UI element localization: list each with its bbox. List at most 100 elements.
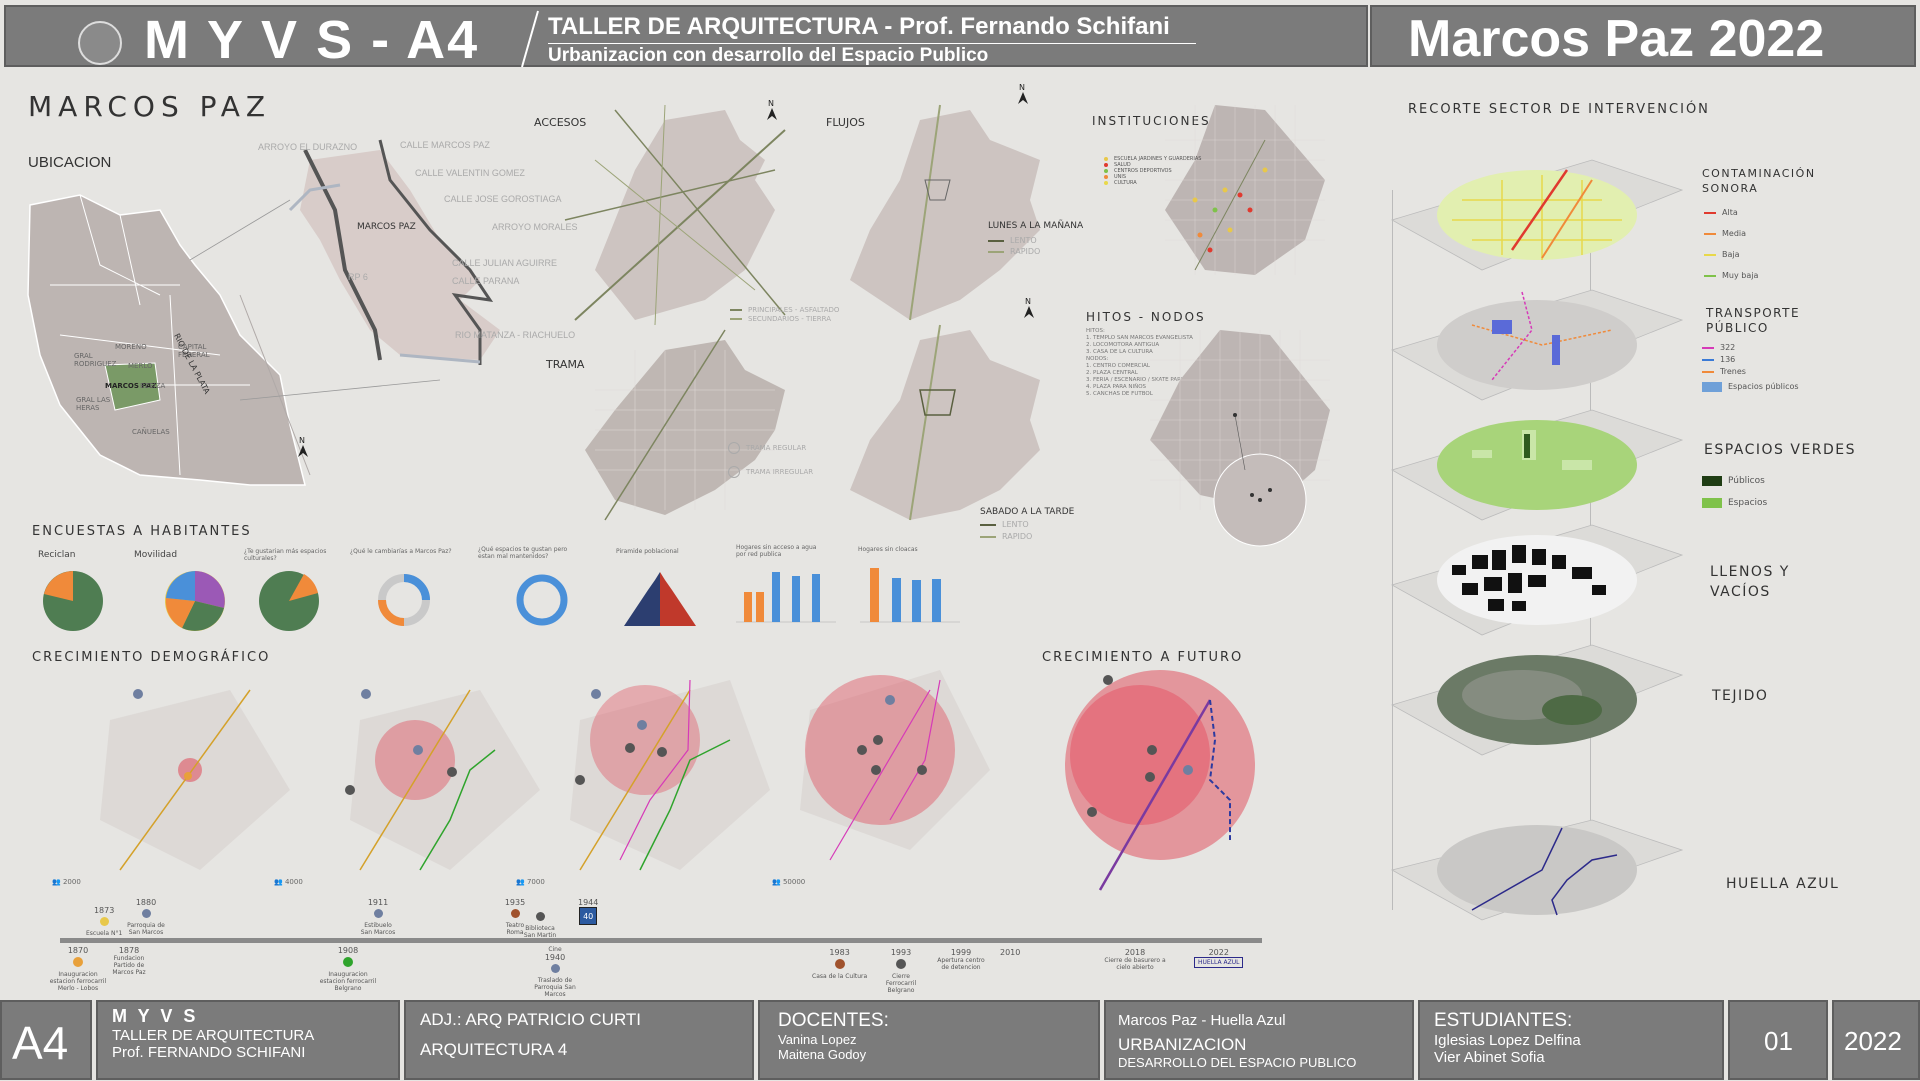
- legend-cont-label: Alta: [1722, 208, 1738, 217]
- tl-bottom-1908: 1908 Inauguracion estacion ferrocarril Be…: [318, 946, 378, 992]
- legend-trans-label: Espacios públicos: [1728, 382, 1799, 391]
- piramide-chart: [624, 572, 696, 626]
- tl-year: 1911: [367, 898, 389, 907]
- legend-lento-sabado-label: LENTO: [1002, 520, 1029, 529]
- hitos-legend-line: NODOS:: [1086, 356, 1109, 362]
- tl-label: Biblioteca San Martin: [523, 925, 557, 939]
- zoom-label-calle-mp: CALLE MARCOS PAZ: [400, 140, 490, 150]
- footer-proj3: DESARROLLO DEL ESPACIO PUBLICO: [1118, 1055, 1357, 1070]
- pop-3-value: 7000: [526, 878, 545, 886]
- legend-trama-irregular: TRAMA IRREGULAR: [728, 464, 813, 480]
- layer-huella: [1390, 819, 1684, 921]
- legend-rapido-sabado-label: RAPIDO: [1002, 532, 1033, 541]
- legend-verdes: Públicos Espacios: [1702, 470, 1767, 514]
- inst-legend-label: CULTURA: [1114, 180, 1137, 186]
- header-title: M Y V S - A4: [144, 10, 480, 70]
- inst-legend-item: UNIS: [1104, 174, 1201, 180]
- zoom-label-parana: CALLE PARANA: [452, 276, 520, 286]
- map-label-heras: GRAL LAS HERAS: [76, 396, 111, 412]
- zoom-connector: [189, 199, 441, 401]
- legend-cont-label: Baja: [1722, 250, 1740, 259]
- tl-cine: Cine: [548, 946, 562, 953]
- tl-top-biblioteca: Biblioteca San Martin: [520, 910, 560, 939]
- instituciones-title: INSTITUCIONES: [1092, 114, 1211, 128]
- layer-tejido: [1390, 644, 1684, 756]
- north-arrow-flujos-icon: N: [1018, 83, 1028, 104]
- tl-label: Inauguracion estacion ferrocarril Merlo …: [49, 971, 107, 992]
- footer-adj-box: ADJ.: ARQ PATRICIO CURTI ARQUITECTURA 4: [404, 1000, 754, 1080]
- inst-legend-label: UNIS: [1114, 174, 1127, 180]
- tl-bottom-1878: 1878 Fundacion Partido de Marcos Paz: [104, 946, 154, 976]
- footer-docentes-box: DOCENTES: Vanina Lopez Maitena Godoy: [758, 1000, 1100, 1080]
- legend-cont-item: Muy baja: [1704, 265, 1758, 286]
- school-icon: [99, 917, 109, 926]
- agua-bar-chart: [736, 572, 836, 623]
- timeline-axis: [60, 938, 1262, 943]
- header-project: Marcos Paz 2022: [1408, 10, 1825, 68]
- inst-legend-label: CENTROS DEPORTIVOS: [1114, 168, 1172, 174]
- tl-top-1873: 1873 Escuela N°1: [86, 906, 122, 937]
- footer-taller-box: M Y V S TALLER DE ARQUITECTURA Prof. FER…: [96, 1000, 400, 1080]
- tl-bottom-1983: 1983 Casa de la Cultura: [812, 948, 867, 980]
- footer-sheet-box: 01: [1728, 1000, 1828, 1080]
- legend-secundarios: SECUNDARIOS - TIERRA: [730, 315, 831, 323]
- tl-year: 1940: [544, 953, 566, 962]
- header-divider: [521, 10, 539, 68]
- map-label-marcos-paz: MARCOS PAZ: [105, 382, 157, 390]
- header-subtitle: Urbanizacion con desarrollo del Espacio …: [548, 45, 989, 66]
- tl-year: 1944: [578, 898, 599, 907]
- people-icon: 👥: [274, 878, 285, 886]
- tl-label: Fundacion Partido de Marcos Paz: [112, 955, 146, 976]
- train-icon: [73, 957, 83, 967]
- tl-year: 1983: [829, 948, 850, 957]
- hitos-legend-line: 4. PLAZA PARA NIÑOS: [1086, 384, 1147, 390]
- accesos-title: ACCESOS: [534, 116, 587, 129]
- label-tejido: TEJIDO: [1712, 688, 1769, 704]
- hitos-legend-line: 1. CENTRO COMERCIAL: [1086, 363, 1150, 369]
- footer: A4 M Y V S TALLER DE ARQUITECTURA Prof. …: [0, 998, 1920, 1081]
- legend-principales: PRINCIPALES - ASFALTADO: [730, 306, 839, 314]
- svg-text:N: N: [1019, 83, 1025, 92]
- label-transporte: TRANSPORTE PÚBLICO: [1706, 306, 1801, 335]
- growth-map-1: [100, 689, 290, 871]
- tl-year: 1878: [118, 946, 140, 955]
- zoom-label-marcos-paz: MARCOS PAZ: [357, 222, 416, 232]
- tl-label: Estibuelo San Marcos: [360, 922, 396, 936]
- layer-contaminacion: [1390, 159, 1684, 271]
- theater-icon: [510, 909, 520, 918]
- zoom-label-durazno: ARROYO EL DURAZNO: [258, 142, 358, 152]
- footer-docentes: DOCENTES:: [778, 1010, 889, 1031]
- church-icon: [550, 964, 560, 973]
- recorte-title: RECORTE SECTOR DE INTERVENCIÓN: [1408, 102, 1710, 117]
- legend-lento-sabado: LENTO: [980, 520, 1029, 529]
- encuestas-title: ENCUESTAS A HABITANTES: [32, 524, 252, 539]
- footer-estudiantes-box: ESTUDIANTES: Iglesias Lopez Delfina Vier…: [1418, 1000, 1724, 1080]
- accesos-map: [564, 104, 786, 326]
- inst-legend-item: CULTURA: [1104, 180, 1201, 186]
- tl-bottom-2010: 2010: [1000, 948, 1020, 957]
- north-arrow-icon: N: [298, 436, 308, 457]
- train-icon: [896, 959, 906, 969]
- legend-trans-label: Trenes: [1720, 367, 1746, 376]
- gustan-donut: [516, 574, 568, 626]
- legend-lento-lunes-label: LENTO: [1010, 236, 1037, 245]
- tl-bottom-2022: 2022 HUELLA AZUL: [1194, 948, 1244, 968]
- map-label-rodriguez: GRAL RODRIGUEZ: [74, 352, 117, 368]
- tl-top-1935: 1935 Teatro Roma: [500, 898, 530, 936]
- label-verdes: ESPACIOS VERDES: [1704, 442, 1857, 458]
- trama-map: [585, 329, 785, 521]
- hitos-legend-line: 5. CANCHAS DE FUTBOL: [1086, 391, 1153, 397]
- sabado-label: SABADO A LA TARDE: [980, 507, 1075, 517]
- tl-year: 1908: [337, 946, 359, 955]
- footer-taller: TALLER DE ARQUITECTURA: [112, 1027, 315, 1044]
- piramide-label: Piramide poblacional: [616, 548, 679, 555]
- legend-cont-label: Muy baja: [1722, 271, 1759, 280]
- legend-verdes-item: Espacios: [1702, 492, 1767, 514]
- footer-year-box: 2022: [1832, 1000, 1920, 1080]
- pop-1-value: 2000: [62, 878, 81, 886]
- futuro-title: CRECIMIENTO A FUTURO: [1042, 650, 1244, 665]
- north-arrow-accesos-icon: N: [767, 99, 777, 120]
- legend-trama-irregular-label: TRAMA IRREGULAR: [746, 468, 814, 476]
- footer-estudiantes: ESTUDIANTES:: [1434, 1010, 1573, 1031]
- tl-bottom-1940: Cine 1940 Traslado de Parroquia San Marcos: [524, 946, 586, 998]
